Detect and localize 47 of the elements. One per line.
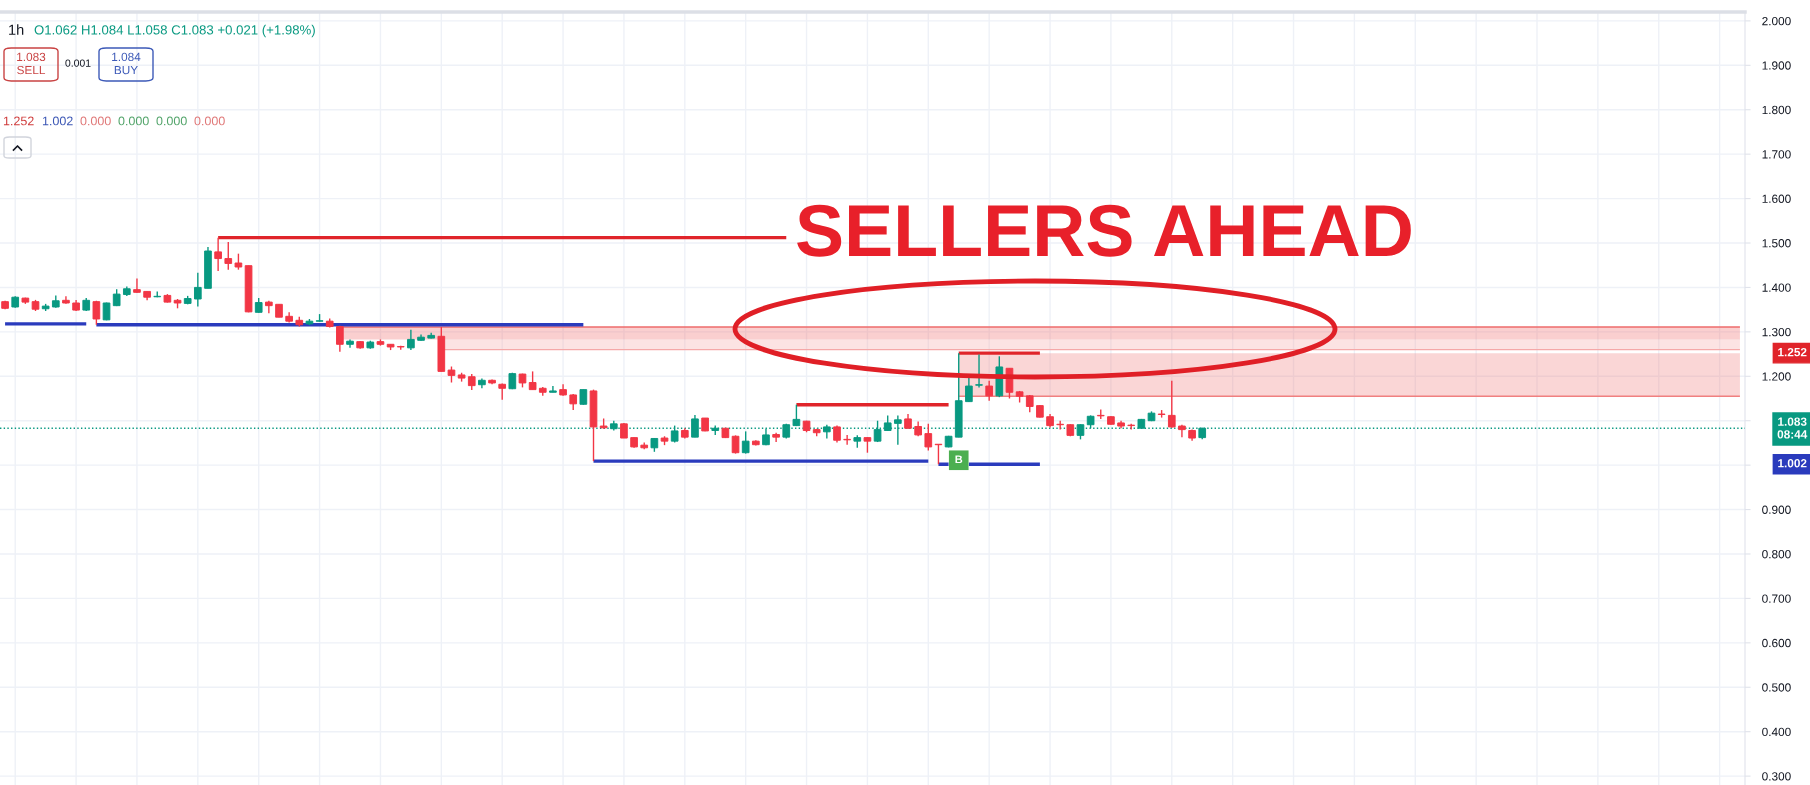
y-tick-label: 0.500 — [1762, 683, 1791, 692]
y-tick-label: 1.400 — [1762, 283, 1791, 292]
y-tick-label: 1.900 — [1762, 61, 1791, 70]
data-label: B — [955, 455, 963, 464]
annotation: 0.001 — [65, 59, 91, 67]
annotation: 1.083 SELL — [17, 52, 46, 75]
annotation: 0.000 — [194, 116, 225, 126]
candlestick — [731, 434, 740, 455]
annotation: 0.000 — [156, 116, 187, 126]
y-tick-label: 0.900 — [1762, 505, 1791, 514]
ref-line-label: 1.083 08:44 — [1777, 417, 1808, 439]
y-tick-label: 1.700 — [1762, 150, 1791, 159]
candlestick — [133, 277, 141, 294]
text: 1.252 — [1778, 348, 1807, 357]
y-tick-label: 2.000 — [1762, 16, 1791, 26]
y-tick-label: 0.600 — [1762, 638, 1791, 648]
candlestick — [792, 404, 801, 427]
y-tick-label: 1.600 — [1762, 194, 1791, 203]
candlestick — [1167, 380, 1176, 429]
y-tick-label: 1.200 — [1762, 372, 1791, 381]
annotation: 0.000 — [80, 116, 111, 126]
candlestick — [924, 423, 933, 452]
candlestick — [975, 353, 983, 389]
y-tick-label: 0.700 — [1762, 594, 1791, 603]
annotation: 1.084 BUY — [112, 52, 141, 75]
y-tick-label: 1.800 — [1762, 105, 1791, 115]
annotation: 0.000 — [118, 116, 149, 126]
candlestick — [985, 380, 994, 402]
text: O1.062 H1.084 L1.058 C1.083 +0.021 (+1.98%) — [34, 24, 315, 38]
y-tick-label: 0.400 — [1762, 727, 1791, 737]
candlestick — [965, 376, 973, 403]
text: 1h — [9, 24, 24, 35]
candlestick — [336, 324, 344, 353]
candlestick — [741, 430, 750, 455]
annotation: 1.002 — [42, 116, 73, 126]
candlestick — [224, 241, 233, 271]
y-tick-label: 0.300 — [1762, 772, 1791, 781]
candlestick — [214, 236, 222, 272]
annotation: 1.252 — [3, 116, 34, 126]
annotation: SELLERS AHEAD — [797, 204, 1411, 257]
y-tick-label: 1.500 — [1762, 239, 1791, 248]
candlestick — [528, 370, 537, 391]
candlestick — [407, 328, 415, 351]
y-tick-label: 1.300 — [1762, 327, 1791, 337]
y-tick-label: 0.800 — [1762, 550, 1791, 559]
candlestick — [194, 272, 202, 308]
text: 1.002 — [1778, 459, 1807, 468]
